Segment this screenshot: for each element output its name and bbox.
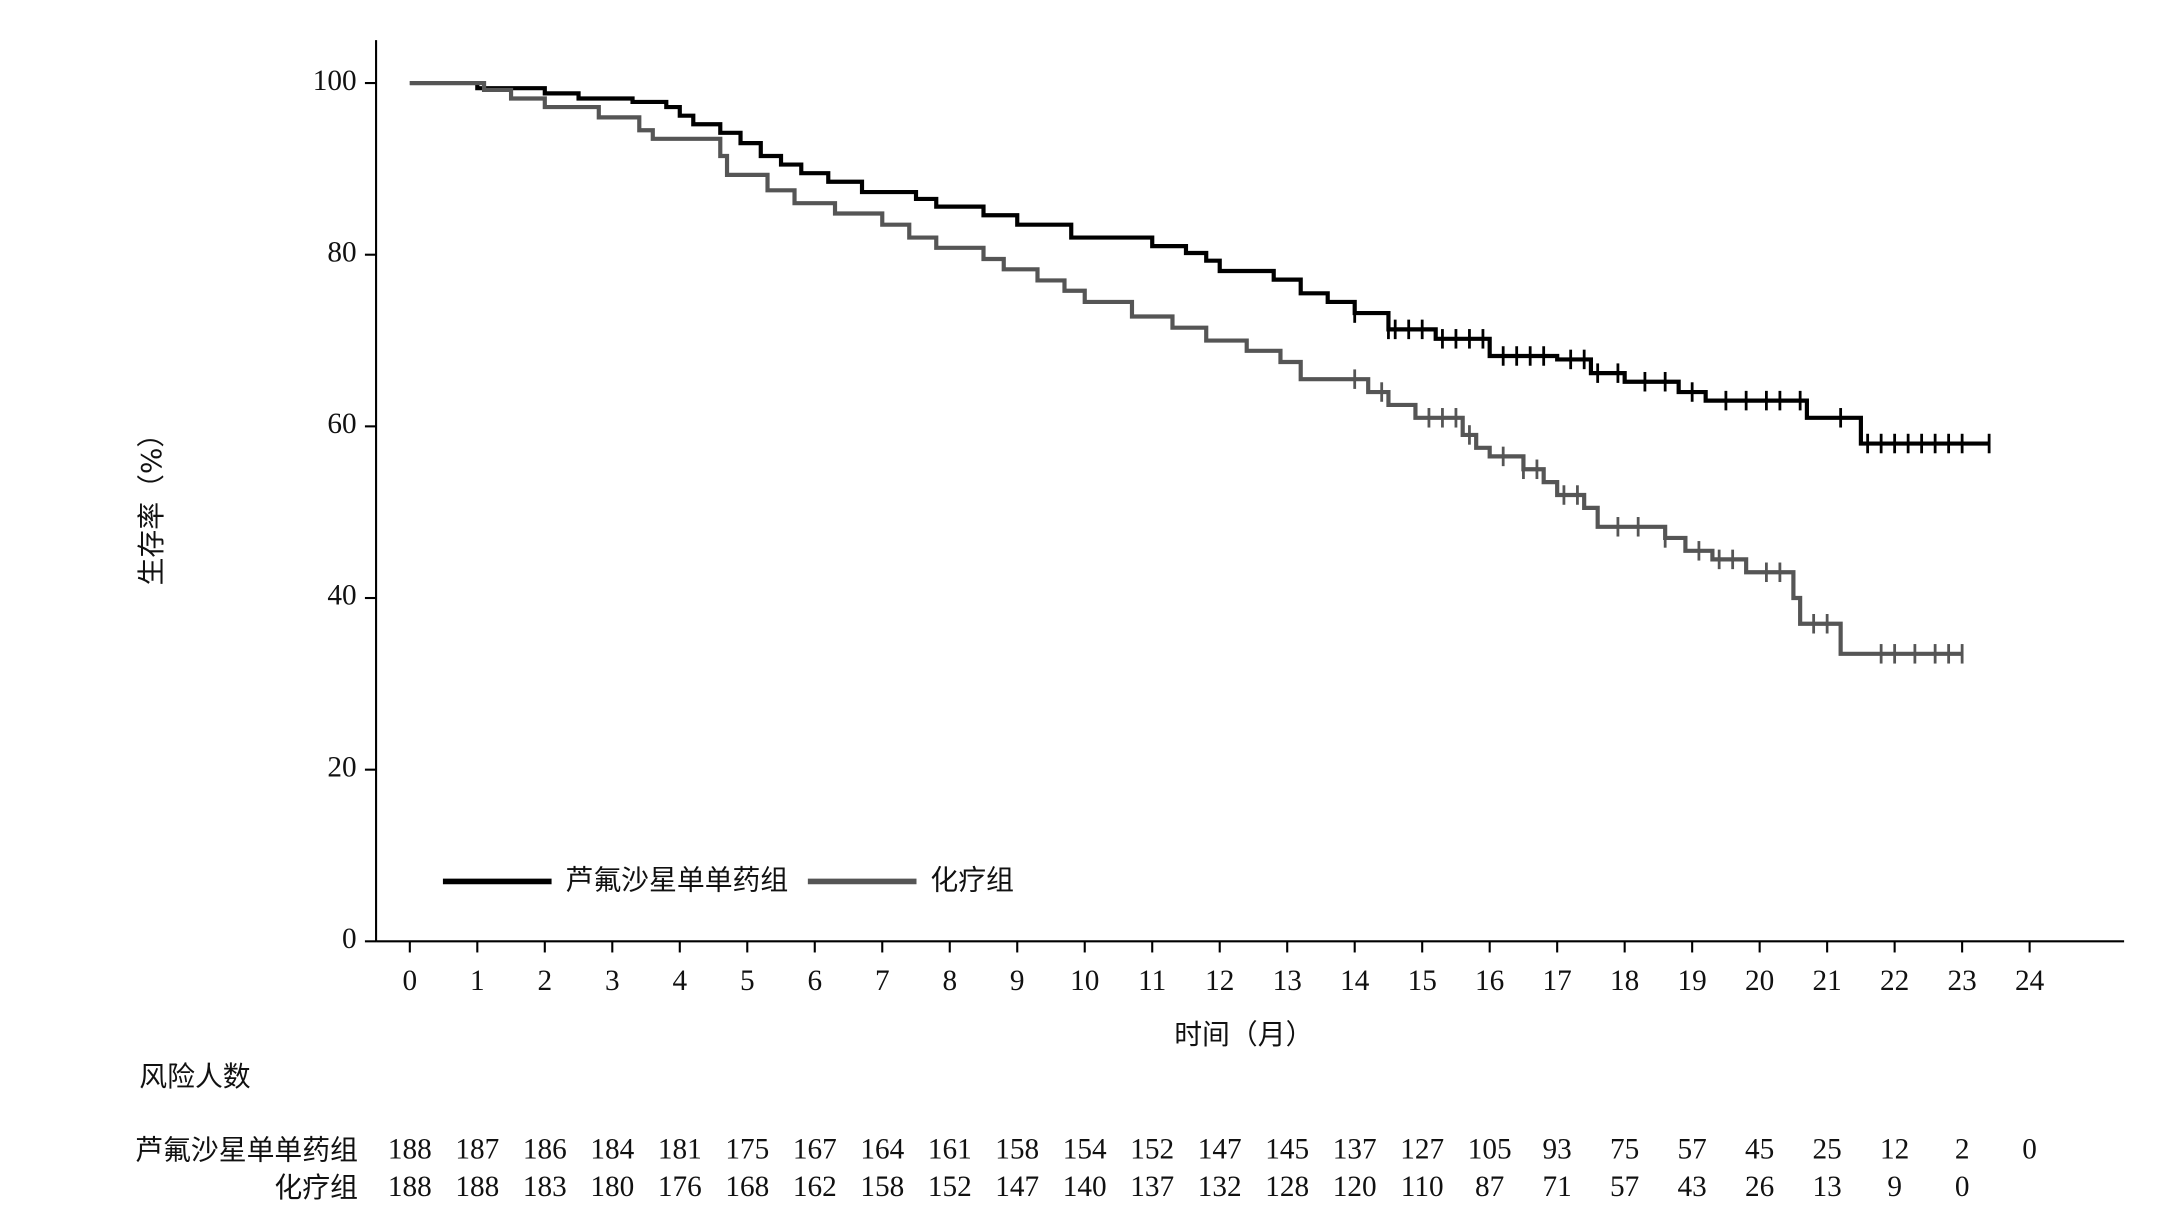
risk-count: 57: [1610, 1171, 1639, 1203]
x-tick-label: 8: [942, 965, 957, 997]
x-tick-label: 12: [1205, 965, 1234, 997]
legend-label: 化疗组: [930, 863, 1014, 896]
x-tick-label: 24: [2015, 965, 2045, 997]
risk-count: 161: [928, 1133, 972, 1165]
risk-count: 188: [455, 1171, 499, 1203]
x-tick-label: 7: [875, 965, 890, 997]
risk-count: 43: [1678, 1171, 1707, 1203]
x-tick-label: 23: [1948, 965, 1977, 997]
risk-count: 105: [1468, 1133, 1512, 1165]
y-tick-label: 100: [313, 65, 357, 97]
x-tick-label: 10: [1070, 965, 1099, 997]
x-tick-label: 4: [672, 965, 687, 997]
x-tick-label: 15: [1408, 965, 1437, 997]
x-tick-label: 9: [1010, 965, 1025, 997]
risk-count: 87: [1475, 1171, 1504, 1203]
x-axis-label: 时间（月）: [1174, 1018, 1313, 1051]
risk-count: 2: [1955, 1133, 1970, 1165]
x-tick-label: 18: [1610, 965, 1639, 997]
risk-count: 154: [1063, 1133, 1107, 1165]
risk-count: 175: [725, 1133, 769, 1165]
x-tick-label: 20: [1745, 965, 1774, 997]
risk-count: 187: [455, 1133, 499, 1165]
x-tick-label: 21: [1813, 965, 1842, 997]
risk-count: 168: [725, 1171, 769, 1203]
risk-count: 180: [590, 1171, 634, 1203]
risk-count: 71: [1543, 1171, 1572, 1203]
risk-count: 110: [1401, 1171, 1444, 1203]
risk-count: 75: [1610, 1133, 1639, 1165]
y-tick-label: 40: [327, 580, 356, 612]
risk-count: 158: [995, 1133, 1039, 1165]
risk-count: 137: [1333, 1133, 1377, 1165]
x-tick-label: 17: [1543, 965, 1572, 997]
risk-count: 12: [1880, 1133, 1909, 1165]
y-tick-label: 80: [327, 236, 356, 268]
x-tick-label: 3: [605, 965, 620, 997]
risk-count: 137: [1130, 1171, 1174, 1203]
x-tick-label: 19: [1678, 965, 1707, 997]
risk-count: 127: [1400, 1133, 1444, 1165]
risk-count: 13: [1813, 1171, 1842, 1203]
y-tick-label: 20: [327, 751, 356, 783]
x-tick-label: 16: [1475, 965, 1504, 997]
survival-curve: [409, 80, 1963, 656]
risk-count: 176: [658, 1171, 702, 1203]
x-tick-label: 5: [740, 965, 755, 997]
risk-count: 186: [523, 1133, 567, 1165]
risk-count: 9: [1887, 1171, 1902, 1203]
survival-curve: [409, 80, 1990, 446]
risk-count: 132: [1198, 1171, 1242, 1203]
y-axis-label: 生存率（%）: [135, 420, 168, 586]
risk-count: 128: [1265, 1171, 1309, 1203]
risk-count: 140: [1063, 1171, 1107, 1203]
x-tick-label: 1: [470, 965, 485, 997]
risk-count: 162: [793, 1171, 837, 1203]
risk-count: 145: [1265, 1133, 1309, 1165]
risk-row-label: 芦氟沙星单单药组: [135, 1134, 358, 1167]
risk-count: 181: [658, 1133, 702, 1165]
risk-count: 158: [860, 1171, 904, 1203]
risk-count: 0: [1955, 1171, 1970, 1203]
risk-count: 120: [1333, 1171, 1377, 1203]
risk-table-title: 风险人数: [139, 1060, 251, 1093]
risk-count: 188: [388, 1133, 432, 1165]
risk-count: 147: [1198, 1133, 1242, 1165]
risk-count: 147: [995, 1171, 1039, 1203]
y-tick-label: 0: [342, 923, 357, 955]
x-tick-label: 6: [807, 965, 822, 997]
x-tick-label: 22: [1880, 965, 1909, 997]
x-tick-label: 11: [1138, 965, 1166, 997]
risk-count: 152: [1130, 1133, 1174, 1165]
risk-count: 164: [860, 1133, 904, 1165]
risk-count: 183: [523, 1171, 567, 1203]
risk-count: 57: [1678, 1133, 1707, 1165]
x-tick-label: 0: [403, 965, 418, 997]
x-tick-label: 13: [1273, 965, 1302, 997]
x-tick-label: 14: [1340, 965, 1370, 997]
y-tick-label: 60: [327, 408, 356, 440]
risk-count: 93: [1543, 1133, 1572, 1165]
risk-count: 45: [1745, 1133, 1774, 1165]
risk-count: 0: [2022, 1133, 2037, 1165]
risk-count: 184: [590, 1133, 634, 1165]
x-tick-label: 2: [537, 965, 552, 997]
risk-count: 25: [1813, 1133, 1842, 1165]
risk-row-label: 化疗组: [274, 1171, 358, 1204]
risk-count: 167: [793, 1133, 837, 1165]
risk-count: 188: [388, 1171, 432, 1203]
legend-label: 芦氟沙星单单药组: [565, 863, 788, 896]
risk-count: 26: [1745, 1171, 1774, 1203]
risk-count: 152: [928, 1171, 972, 1203]
